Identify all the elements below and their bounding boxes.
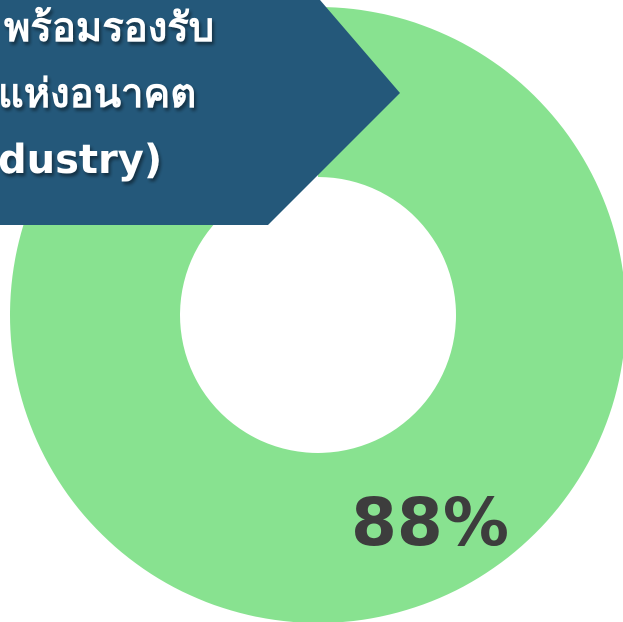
banner-line: dustry)	[0, 137, 162, 183]
banner-line: แห่งอนาคต	[0, 71, 196, 117]
banner-text-group: พร้อมรองรับ แห่งอนาคต dustry)	[0, 5, 214, 183]
banner-line: พร้อมรองรับ	[4, 5, 214, 51]
banner	[0, 0, 400, 225]
value-label: 88%	[351, 484, 509, 561]
